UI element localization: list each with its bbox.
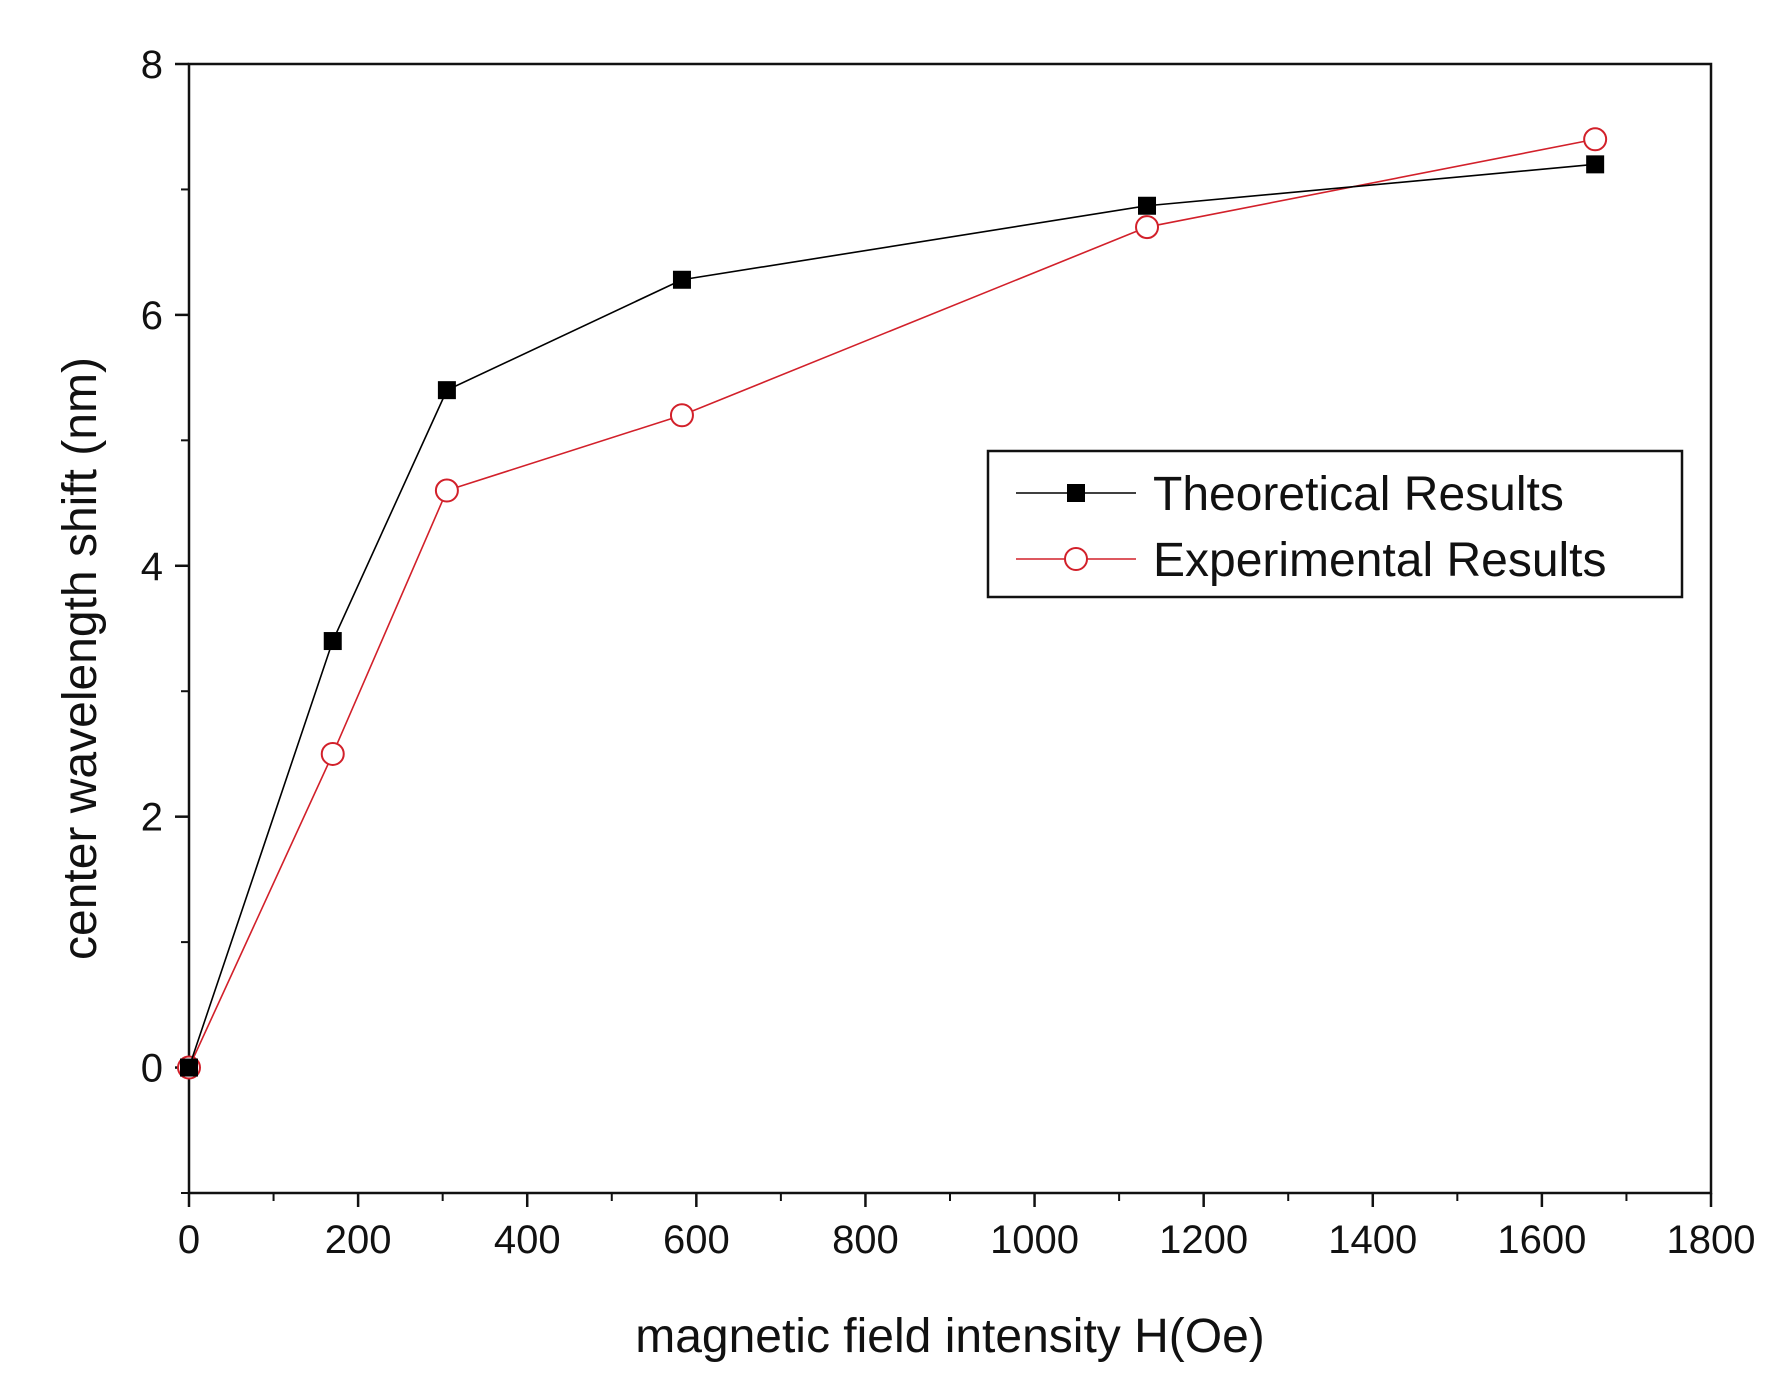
series-line [188,138,1596,1068]
data-point [180,1058,198,1077]
y-tick-label: 6 [141,294,163,338]
x-tick-label: 1800 [1667,1218,1756,1262]
legend-box [986,449,1684,599]
x-tick-label: 400 [494,1218,561,1262]
data-point [437,381,456,400]
legend-label: Experimental Results [1153,534,1607,587]
legend: Theoretical Results Experimental Results [986,449,1684,599]
y-tick-label: 0 [141,1047,163,1091]
x-axis-label: magnetic field intensity H(Oe) [635,1310,1265,1363]
x-tick-label: 1600 [1497,1218,1586,1262]
y-axis-label: center wavelength shift (nm) [54,357,107,960]
data-point [1586,155,1605,174]
series-theoretical-results [180,155,1605,1077]
data-point [323,632,342,651]
y-tick-label: 2 [141,796,163,840]
data-point [1583,127,1608,152]
x-tick-label: 1000 [990,1218,1079,1262]
x-tick-label: 1200 [1159,1218,1248,1262]
x-tick-label: 800 [832,1218,899,1262]
series-line [188,163,1596,1068]
x-axis-ticks: 0 200 400 600 800 1000 1200 1400 1600 1800 [178,1193,1756,1262]
legend-marker [1067,484,1085,502]
y-axis-ticks: 0 2 4 6 8 [141,43,189,1194]
data-point [320,741,345,766]
y-tick-label: 4 [141,545,163,589]
data-point [1135,215,1160,240]
data-point [1138,196,1157,215]
legend-label: Theoretical Results [1153,468,1564,521]
legend-marker [1064,547,1088,571]
x-tick-label: 600 [663,1218,730,1262]
data-point [672,270,691,289]
series-experimental-results [177,127,1608,1080]
series-layer [177,127,1608,1080]
x-tick-label: 200 [325,1218,392,1262]
data-point [669,403,694,428]
y-tick-label: 8 [141,43,163,87]
x-tick-label: 0 [178,1218,200,1262]
x-tick-label: 1400 [1328,1218,1417,1262]
data-point [434,478,459,503]
